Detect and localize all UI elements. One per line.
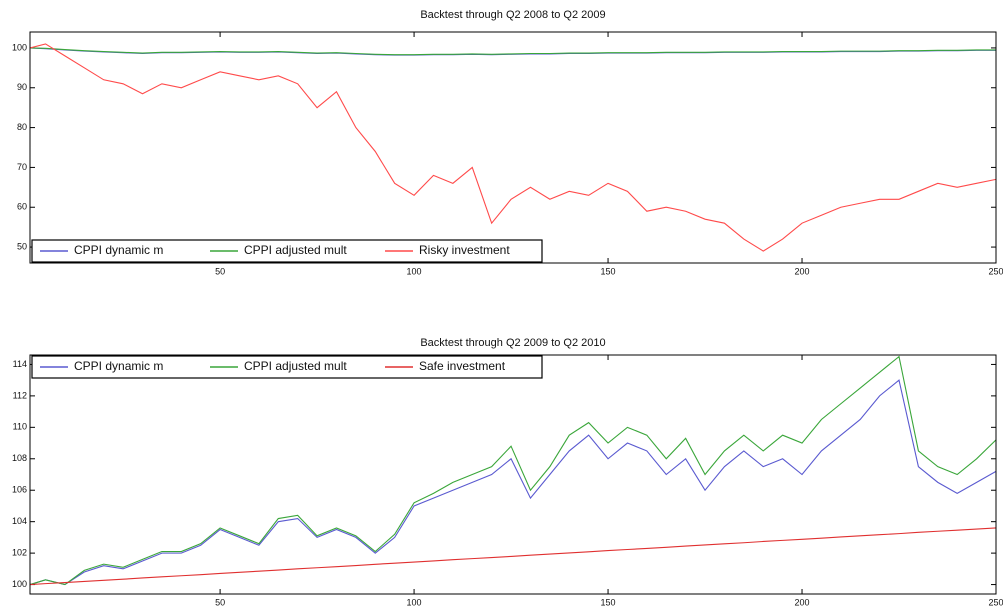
legend-box: [31, 355, 543, 379]
y-tick-label: 102: [12, 547, 27, 557]
x-tick-label: 50: [215, 266, 225, 276]
legend-text: CPPI adjusted mult: [244, 359, 347, 373]
plot: [30, 355, 996, 586]
y-tick-label: 100: [12, 579, 27, 589]
series-line: [30, 43, 996, 252]
y-tick-label: 80: [17, 122, 27, 132]
series-line: [30, 355, 996, 586]
y-tick-label: 60: [17, 202, 27, 212]
y-tick-label: 114: [13, 359, 27, 369]
legend-box: [31, 239, 543, 263]
y-tick-label: 106: [12, 485, 27, 495]
y-tick-label: 112: [13, 390, 27, 400]
x-tick-label: 100: [407, 597, 422, 607]
y-tick-label: 100: [12, 42, 27, 52]
x-tick-label: 100: [407, 266, 422, 276]
y-tick-label: 104: [12, 516, 27, 526]
plot-frame: [29, 31, 997, 264]
legend-text: CPPI dynamic m: [74, 243, 163, 257]
series-line: [30, 527, 996, 586]
legend-text: CPPI dynamic m: [74, 359, 163, 373]
x-tick-label: 250: [988, 597, 1003, 607]
x-tick-label: 200: [795, 597, 810, 607]
x-tick-label: 150: [601, 266, 616, 276]
x-tick-label: 250: [988, 266, 1003, 276]
legend-text: Safe investment: [419, 359, 506, 373]
chart-title: Backtest through Q2 2009 to Q2 2010: [420, 337, 605, 349]
x-tick-label: 200: [795, 266, 810, 276]
y-tick-label: 50: [17, 241, 27, 251]
legend-text: Risky investment: [419, 243, 510, 257]
y-tick-label: 70: [17, 162, 27, 172]
series-line: [30, 47, 996, 56]
legend-text: CPPI adjusted mult: [244, 243, 347, 257]
y-tick-label: 108: [12, 453, 27, 463]
plot: [30, 43, 996, 252]
x-tick-label: 50: [215, 597, 225, 607]
x-tick-label: 150: [601, 597, 616, 607]
y-tick-label: 90: [17, 82, 27, 92]
chart-title: Backtest through Q2 2008 to Q2 2009: [420, 9, 605, 21]
series-line: [30, 379, 996, 586]
plot-frame: [29, 354, 997, 595]
y-tick-label: 110: [13, 422, 27, 432]
